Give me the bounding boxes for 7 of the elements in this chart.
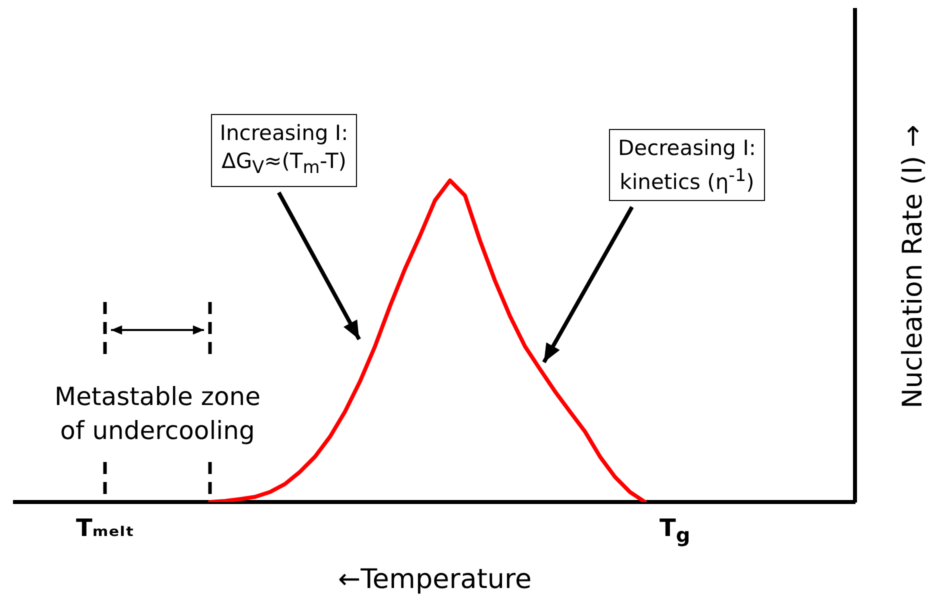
- x-tick-label: T$_{g}$: [660, 514, 690, 547]
- y-axis-title: Nucleation Rate (I) →: [897, 124, 928, 408]
- x-axis-title: ←Temperature: [338, 564, 532, 595]
- x-tick-label: Tₘₑₗₜ: [76, 514, 134, 542]
- text: Increasing I: ΔG$_{V}$≈(T$_{m}$-T): [210, 114, 358, 187]
- annotation: Metastable zone of undercooling: [54, 381, 261, 447]
- annotation: Decreasing I: kinetics (η$^{-1}$): [609, 129, 765, 201]
